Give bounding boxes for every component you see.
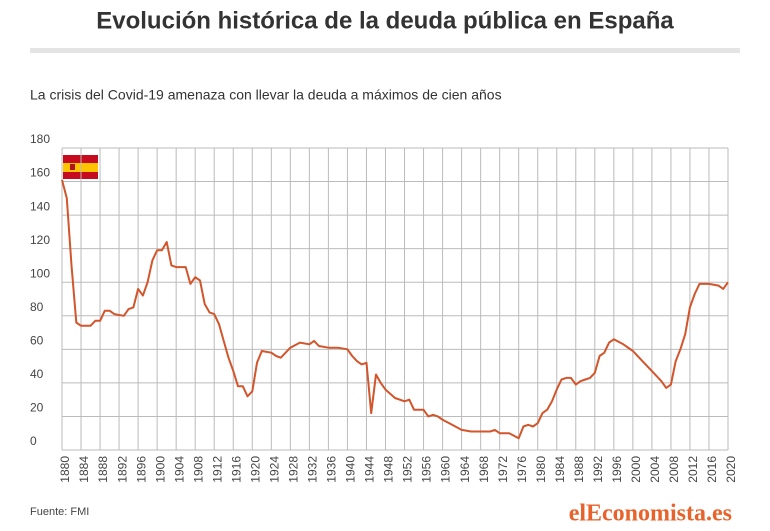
x-tick-label: 1984: [553, 456, 567, 483]
y-tick-label: 0: [30, 434, 37, 448]
x-tick-label: 1940: [344, 456, 358, 483]
x-tick-label: 1908: [191, 456, 205, 483]
x-tick-label: 1992: [591, 456, 605, 483]
x-tick-label: 2008: [667, 456, 681, 483]
y-tick-label: 80: [30, 300, 44, 314]
y-tick-label: 140: [30, 199, 50, 213]
x-tick-label: 1904: [172, 456, 186, 483]
x-tick-label: 2004: [648, 456, 662, 483]
x-tick-label: 1892: [115, 456, 129, 483]
x-tick-label: 1924: [267, 456, 281, 483]
x-tick-label: 1912: [210, 456, 224, 483]
x-tick-label: 1972: [496, 456, 510, 483]
x-tick-label: 1884: [77, 456, 91, 483]
x-tick-label: 1980: [534, 456, 548, 483]
x-tick-label: 1900: [153, 456, 167, 483]
title-rule: [30, 48, 740, 53]
flag: [63, 155, 98, 179]
y-tick-label: 120: [30, 233, 50, 247]
x-tick-label: 1932: [306, 456, 320, 483]
x-tick-label: 1896: [134, 456, 148, 483]
line: [61, 179, 729, 440]
y-tick-label: 180: [30, 132, 50, 146]
x-tick-label: 1916: [229, 456, 243, 483]
y-tick-label: 160: [30, 166, 50, 180]
x-tick-label: 1956: [420, 456, 434, 483]
x-tick-label: 1880: [58, 456, 72, 483]
subtitle: La crisis del Covid-19 amenaza con lleva…: [30, 87, 502, 103]
x-tick-label: 2012: [686, 456, 700, 483]
y-tick-label: 40: [30, 367, 44, 381]
y-tick-label: 20: [30, 401, 44, 415]
x-tick-label: 1928: [287, 456, 301, 483]
y-tick-label: 60: [30, 334, 44, 348]
x-tick-label: 1920: [248, 456, 262, 483]
x-tick-label: 2016: [705, 456, 719, 483]
x-tick-label: 1964: [458, 456, 472, 483]
brand-logo: elEconomista.es: [569, 501, 732, 527]
x-tick-label: 1944: [363, 456, 377, 483]
source: Fuente: FMI: [30, 506, 89, 518]
x-tick-label: 1952: [401, 456, 415, 483]
x-tick-label: 2000: [629, 456, 643, 483]
x-tick-label: 1936: [325, 456, 339, 483]
y-tick-label: 100: [30, 266, 50, 280]
chart-title: Evolución histórica de la deuda pública …: [96, 7, 674, 34]
x-tick-label: 1976: [515, 456, 529, 483]
x-tick-label: 1960: [439, 456, 453, 483]
x-tick-label: 1888: [96, 456, 110, 483]
x-tick-label: 1948: [382, 456, 396, 483]
x-tick-label: 1988: [572, 456, 586, 483]
x-tick-label: 1968: [477, 456, 491, 483]
x-tick-label: 1996: [610, 456, 624, 483]
x-tick-label: 2020: [724, 456, 738, 483]
